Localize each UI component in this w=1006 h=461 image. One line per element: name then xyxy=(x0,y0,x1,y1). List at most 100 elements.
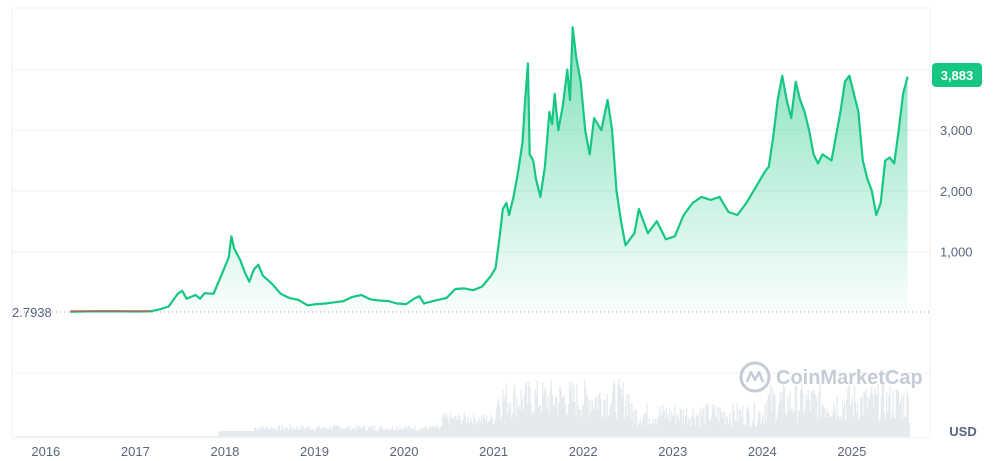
volume-bar xyxy=(493,423,496,437)
volume-bar xyxy=(502,389,504,437)
volume-bar xyxy=(602,419,604,437)
volume-bar xyxy=(807,390,809,437)
volume-bar xyxy=(415,430,417,437)
volume-bar xyxy=(607,415,609,437)
volume-bar xyxy=(375,430,377,437)
volume-bar xyxy=(227,431,229,437)
volume-bar xyxy=(184,436,186,437)
volume-bar xyxy=(835,418,837,437)
volume-bar xyxy=(735,421,737,437)
volume-bar xyxy=(349,425,351,437)
volume-bar xyxy=(674,405,676,437)
volume-bar xyxy=(275,429,277,437)
volume-bar xyxy=(705,402,707,437)
volume-bar xyxy=(347,426,349,437)
volume-bar xyxy=(280,428,283,437)
volume-bar xyxy=(36,436,39,437)
volume-bar xyxy=(689,419,691,437)
volume-bar xyxy=(404,428,406,437)
volume-bar xyxy=(20,436,23,437)
volume-bar xyxy=(136,436,139,437)
volume-bar xyxy=(86,436,88,437)
volume-bar xyxy=(42,436,44,437)
volume-bar xyxy=(768,395,771,437)
volume-bar xyxy=(117,436,119,437)
volume-bar xyxy=(538,404,541,437)
volume-bar xyxy=(491,418,493,437)
volume-bar xyxy=(581,404,584,437)
volume-bar xyxy=(682,408,685,437)
volume-bar xyxy=(376,430,378,437)
volume-bar xyxy=(660,415,662,437)
volume-bar xyxy=(328,429,330,437)
volume-bar xyxy=(466,416,469,437)
volume-bar xyxy=(764,403,766,437)
volume-bar xyxy=(430,427,432,437)
volume-bar xyxy=(724,424,727,437)
volume-bar xyxy=(137,436,140,437)
volume-bar xyxy=(170,436,172,437)
volume-bar xyxy=(731,426,733,437)
volume-bar xyxy=(129,436,131,437)
volume-bar xyxy=(229,431,231,437)
volume-bar xyxy=(119,436,122,437)
volume-bar xyxy=(342,429,344,437)
volume-bar xyxy=(634,410,636,437)
volume-bar xyxy=(426,427,428,437)
volume-bar xyxy=(747,405,749,437)
volume-bar xyxy=(642,420,644,437)
y-tick-label: 3,000 xyxy=(940,123,973,138)
volume-bar xyxy=(82,436,84,437)
volume-bar xyxy=(352,427,355,437)
volume-bar xyxy=(94,436,97,437)
volume-bar xyxy=(618,379,620,437)
volume-bar xyxy=(361,430,363,437)
volume-bar xyxy=(107,436,110,437)
volume-bar xyxy=(104,436,106,437)
volume-bar xyxy=(47,436,49,437)
volume-bar xyxy=(800,389,802,437)
volume-bar xyxy=(852,417,854,437)
volume-bar xyxy=(392,430,394,437)
volume-bar xyxy=(540,412,543,437)
volume-bar xyxy=(178,436,181,437)
volume-bar xyxy=(473,413,475,437)
volume-bar xyxy=(120,436,123,437)
volume-bar xyxy=(863,391,865,437)
volume-bar xyxy=(711,404,714,437)
volume-bar xyxy=(381,430,384,437)
volume-bar xyxy=(639,418,642,437)
volume-bar xyxy=(162,436,164,437)
volume-bar xyxy=(416,430,418,437)
volume-bar xyxy=(723,411,726,437)
current-price-badge: 3,883 xyxy=(932,63,982,87)
volume-bar xyxy=(64,436,67,437)
volume-bar xyxy=(902,419,904,437)
volume-bar xyxy=(734,420,736,437)
volume-bar xyxy=(545,390,547,437)
volume-bar xyxy=(708,421,710,437)
volume-bar xyxy=(565,415,568,437)
volume-bar xyxy=(28,436,30,437)
volume-bar xyxy=(861,396,863,437)
volume-bar xyxy=(108,436,111,437)
volume-bar xyxy=(173,436,175,437)
volume-bar xyxy=(609,406,612,437)
volume-bar xyxy=(441,426,443,437)
volume-bar xyxy=(151,436,154,437)
volume-bar xyxy=(506,414,508,437)
volume-bar xyxy=(268,430,270,437)
volume-bar xyxy=(511,413,514,437)
volume-bar xyxy=(72,436,74,437)
volume-bar xyxy=(732,402,734,437)
volume-bar xyxy=(780,399,782,437)
volume-bar xyxy=(520,389,522,437)
volume-bar xyxy=(18,436,20,437)
volume-bar xyxy=(313,430,315,437)
volume-bar xyxy=(643,414,645,437)
volume-bar xyxy=(337,426,340,437)
volume-bar xyxy=(149,436,152,437)
volume-bar xyxy=(214,436,216,437)
volume-bar xyxy=(278,425,281,437)
volume-bar xyxy=(93,436,96,437)
